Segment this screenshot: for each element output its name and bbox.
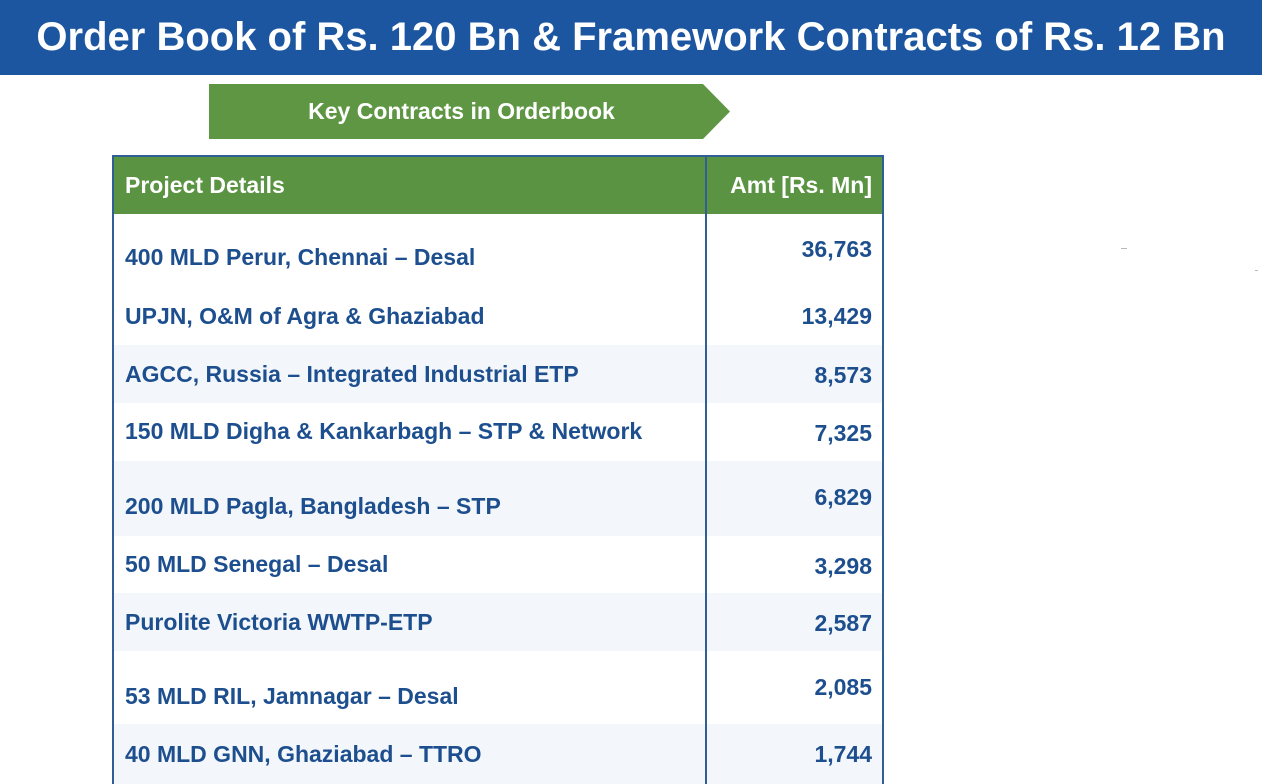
column-divider xyxy=(705,157,707,784)
amount-cell: 13,429 xyxy=(801,303,872,329)
project-cell: UPJN, O&M of Agra & Ghaziabad xyxy=(125,303,485,329)
amount-cell: 7,325 xyxy=(814,420,872,446)
table-header: Project Details Amt [Rs. Mn] xyxy=(114,157,882,214)
table-row: 50 MLD Senegal – Desal 3,298 xyxy=(114,536,882,593)
project-cell: 53 MLD RIL, Jamnagar – Desal xyxy=(125,683,459,709)
page-title: Order Book of Rs. 120 Bn & Framework Con… xyxy=(0,0,1262,75)
key-contracts-table: Project Details Amt [Rs. Mn] 400 MLD Per… xyxy=(112,155,884,784)
project-cell: AGCC, Russia – Integrated Industrial ETP xyxy=(125,361,579,387)
table-row: AGCC, Russia – Integrated Industrial ETP… xyxy=(114,345,882,403)
arrow-shape xyxy=(209,84,730,139)
table-row: UPJN, O&M of Agra & Ghaziabad 13,429 xyxy=(114,288,882,345)
amount-cell: 2,587 xyxy=(814,610,872,636)
decorative-speck xyxy=(1121,248,1127,249)
banner-label: Key Contracts in Orderbook xyxy=(308,98,615,124)
amount-cell: 8,573 xyxy=(814,362,872,388)
decorative-speck xyxy=(1255,270,1258,271)
amount-cell: 1,744 xyxy=(814,741,872,767)
project-cell: 150 MLD Digha & Kankarbagh – STP & Netwo… xyxy=(125,418,643,444)
table-row: 53 MLD RIL, Jamnagar – Desal 2,085 xyxy=(114,651,882,724)
column-header-project: Project Details xyxy=(125,172,285,198)
project-cell: 50 MLD Senegal – Desal xyxy=(125,551,389,577)
project-cell: Purolite Victoria WWTP-ETP xyxy=(125,609,433,635)
table-row: Purolite Victoria WWTP-ETP 2,587 xyxy=(114,593,882,651)
table-row: 400 MLD Perur, Chennai – Desal 36,763 xyxy=(114,214,882,288)
key-contracts-banner: Key Contracts in Orderbook xyxy=(209,84,730,139)
project-cell: 40 MLD GNN, Ghaziabad – TTRO xyxy=(125,741,482,767)
column-header-amount: Amt [Rs. Mn] xyxy=(730,172,872,198)
table-row: 150 MLD Digha & Kankarbagh – STP & Netwo… xyxy=(114,403,882,461)
amount-cell: 2,085 xyxy=(814,674,872,700)
amount-cell: 36,763 xyxy=(801,236,872,262)
amount-cell: 6,829 xyxy=(814,484,872,510)
project-cell: 400 MLD Perur, Chennai – Desal xyxy=(125,244,476,270)
table-row: 200 MLD Pagla, Bangladesh – STP 6,829 xyxy=(114,461,882,536)
table-row: 40 MLD GNN, Ghaziabad – TTRO 1,744 xyxy=(114,724,882,784)
amount-cell: 3,298 xyxy=(814,553,872,579)
project-cell: 200 MLD Pagla, Bangladesh – STP xyxy=(125,493,501,519)
